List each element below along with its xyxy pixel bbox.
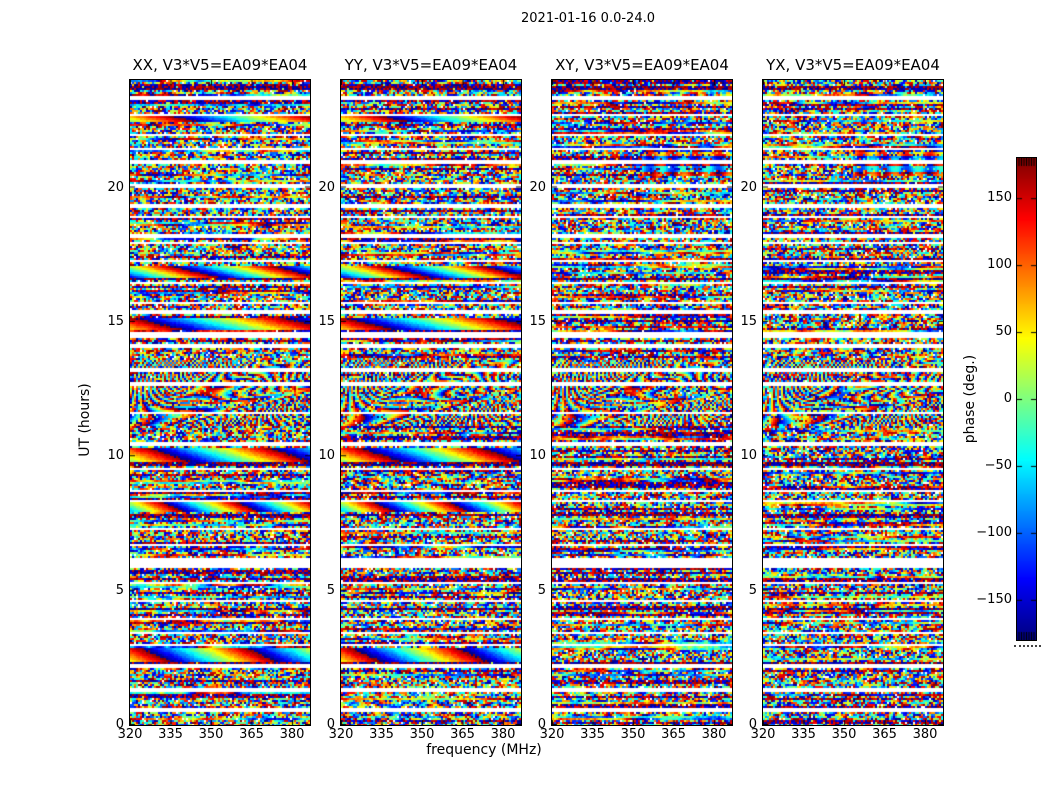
y-tick-label: 5: [326, 582, 335, 598]
colorbar-tick-label: 150: [987, 190, 1012, 206]
x-tick-label: 335: [369, 727, 394, 742]
waterfall-canvas-yy: [341, 80, 521, 725]
y-tick-label: 5: [115, 582, 124, 598]
colorbar-tick-label: 50: [995, 324, 1012, 340]
colorbar-tick-label: −50: [984, 457, 1012, 473]
x-tick-label: 350: [831, 727, 857, 742]
x-axis-label: frequency (MHz): [426, 742, 542, 758]
y-tick-label: 10: [529, 448, 546, 464]
y-tick-label: 0: [326, 717, 335, 732]
colorbar-tick-label: 0: [1003, 391, 1012, 406]
x-tick-label: 365: [239, 727, 264, 742]
panel-title-xy: XY, V3*V5=EA09*EA04: [555, 56, 729, 74]
y-tick-label: 5: [748, 582, 757, 598]
y-tick-label: 20: [318, 179, 335, 195]
x-tick-label: 335: [580, 727, 605, 742]
x-tick-label: 350: [198, 727, 224, 742]
y-tick-label: 10: [318, 448, 335, 464]
x-tick-label: 320: [539, 727, 565, 742]
colorbar-tick-label: 100: [987, 257, 1012, 273]
x-tick-label: 320: [750, 727, 776, 742]
x-tick-label: 350: [409, 727, 435, 742]
y-axis-label: UT (hours): [77, 383, 93, 457]
x-tick-label: 365: [450, 727, 475, 742]
x-tick-label: 365: [872, 727, 897, 742]
waterfall-canvas-yx: [763, 80, 943, 725]
x-tick-label: 365: [661, 727, 686, 742]
x-tick-label: 335: [791, 727, 816, 742]
panel-yy: [340, 79, 522, 726]
panel-title-yy: YY, V3*V5=EA09*EA04: [344, 56, 518, 74]
x-tick-label: 380: [701, 727, 727, 742]
y-tick-label: 10: [740, 448, 757, 464]
colorbar-tick-label: −150: [976, 591, 1012, 607]
y-tick-label: 0: [748, 717, 757, 732]
y-tick-label: 20: [740, 179, 757, 195]
colorbar-dotted-edge: [1014, 645, 1041, 647]
x-tick-label: 380: [912, 727, 938, 742]
y-tick-label: 0: [115, 717, 124, 732]
panel-yx: [762, 79, 944, 726]
y-tick-label: 15: [107, 313, 124, 329]
panel-xx: [129, 79, 311, 726]
y-tick-label: 0: [537, 717, 546, 732]
y-tick-label: 15: [529, 313, 546, 329]
y-tick-label: 15: [318, 313, 335, 329]
x-tick-label: 350: [620, 727, 646, 742]
y-tick-label: 20: [107, 179, 124, 195]
y-tick-label: 10: [107, 448, 124, 464]
colorbar: [1016, 157, 1037, 641]
x-tick-label: 380: [279, 727, 305, 742]
y-tick-label: 20: [529, 179, 546, 195]
x-tick-label: 335: [158, 727, 183, 742]
panel-title-xx: XX, V3*V5=EA09*EA04: [132, 56, 308, 74]
waterfall-canvas-xx: [130, 80, 310, 725]
x-tick-label: 320: [328, 727, 354, 742]
colorbar-canvas: [1017, 158, 1036, 640]
colorbar-tick-label: −100: [976, 524, 1012, 540]
figure-title: 2021-01-16 0.0-24.0: [521, 11, 655, 26]
y-tick-label: 15: [740, 313, 757, 329]
x-tick-label: 320: [117, 727, 143, 742]
waterfall-canvas-xy: [552, 80, 732, 725]
x-tick-label: 380: [490, 727, 516, 742]
y-tick-label: 5: [537, 582, 546, 598]
panel-title-yx: YX, V3*V5=EA09*EA04: [766, 56, 940, 74]
panel-xy: [551, 79, 733, 726]
